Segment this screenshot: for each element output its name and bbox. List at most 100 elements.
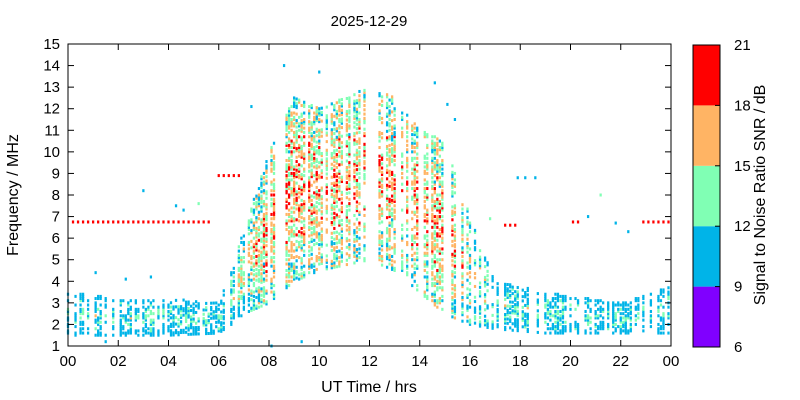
snr-point <box>122 327 125 331</box>
snr-point <box>177 307 180 311</box>
x-tick-label: 04 <box>160 353 177 370</box>
snr-point <box>649 320 653 324</box>
snr-point <box>308 115 311 119</box>
snr-point <box>401 249 404 253</box>
snr-point <box>348 105 351 109</box>
snr-point <box>401 165 404 169</box>
snr-point <box>292 171 296 175</box>
snr-point <box>614 303 617 307</box>
snr-point <box>292 180 296 184</box>
snr-point <box>303 273 306 277</box>
snr-point <box>217 318 220 322</box>
snr-point <box>406 130 409 134</box>
snr-point <box>378 243 381 247</box>
snr-point <box>308 111 311 115</box>
snr-point <box>441 191 444 195</box>
snr-point <box>340 208 343 212</box>
snr-point <box>285 133 288 137</box>
snr-point <box>607 322 610 326</box>
snr-point <box>230 288 233 292</box>
snr-point <box>237 253 240 257</box>
snr-point <box>393 191 396 195</box>
snr-point <box>205 321 208 325</box>
snr-point <box>355 101 359 105</box>
snr-point <box>247 247 251 251</box>
snr-point <box>313 225 316 229</box>
snr-point <box>255 194 258 198</box>
snr-point <box>335 241 338 245</box>
snr-point <box>521 305 524 309</box>
snr-point <box>355 155 359 159</box>
snr-point <box>212 329 215 333</box>
y-tick-label: 10 <box>43 144 60 161</box>
snr-point <box>220 329 223 333</box>
snr-point <box>79 331 82 335</box>
snr-point <box>330 132 333 136</box>
snr-point <box>86 316 90 320</box>
snr-point <box>413 195 416 199</box>
snr-point <box>657 299 660 303</box>
snr-point <box>310 252 313 256</box>
snr-point <box>79 299 82 303</box>
snr-point <box>504 223 507 227</box>
snr-point <box>104 297 107 301</box>
snr-point <box>556 299 560 303</box>
snr-point <box>406 148 409 152</box>
snr-point <box>556 292 560 296</box>
snr-point <box>169 331 173 335</box>
snr-point <box>554 303 557 307</box>
snr-point <box>433 221 436 225</box>
snr-point <box>260 293 263 297</box>
snr-point <box>285 212 288 216</box>
snr-point <box>483 280 487 284</box>
snr-point <box>142 189 145 193</box>
snr-point <box>313 165 316 169</box>
snr-point <box>406 206 409 210</box>
snr-point <box>325 176 328 180</box>
snr-point <box>292 210 296 214</box>
snr-point <box>622 325 625 329</box>
snr-point <box>242 234 246 238</box>
snr-point <box>308 128 311 132</box>
snr-point <box>363 205 366 209</box>
snr-point <box>473 295 477 299</box>
snr-point <box>86 307 90 311</box>
snr-point <box>433 161 436 165</box>
snr-point <box>453 286 457 290</box>
snr-point <box>325 153 328 157</box>
snr-point <box>290 269 293 272</box>
snr-point <box>436 208 439 212</box>
snr-point <box>413 126 416 130</box>
snr-point <box>265 300 268 304</box>
snr-point <box>390 211 394 215</box>
snr-point <box>112 327 115 331</box>
snr-point <box>378 118 381 121</box>
snr-point <box>348 187 351 191</box>
snr-point <box>310 183 313 187</box>
snr-point <box>355 140 359 144</box>
snr-point <box>378 253 381 257</box>
snr-point <box>393 251 396 255</box>
snr-point <box>353 231 356 235</box>
x-tick-label: 20 <box>562 353 579 370</box>
snr-point <box>416 199 419 203</box>
snr-point <box>152 329 155 333</box>
snr-point <box>237 266 240 270</box>
snr-point <box>292 249 296 253</box>
snr-point <box>74 320 77 324</box>
snr-point <box>438 247 441 251</box>
snr-point <box>260 259 263 263</box>
snr-point <box>127 318 130 322</box>
snr-point <box>478 281 482 285</box>
snr-point <box>338 126 341 130</box>
snr-point <box>524 319 527 323</box>
snr-point <box>262 245 266 249</box>
snr-point <box>486 306 489 310</box>
snr-point <box>250 231 253 235</box>
snr-point <box>433 215 436 219</box>
snr-point <box>624 327 627 331</box>
snr-point <box>333 175 336 179</box>
snr-point <box>426 284 429 288</box>
snr-point <box>215 301 218 305</box>
snr-point <box>127 329 130 333</box>
